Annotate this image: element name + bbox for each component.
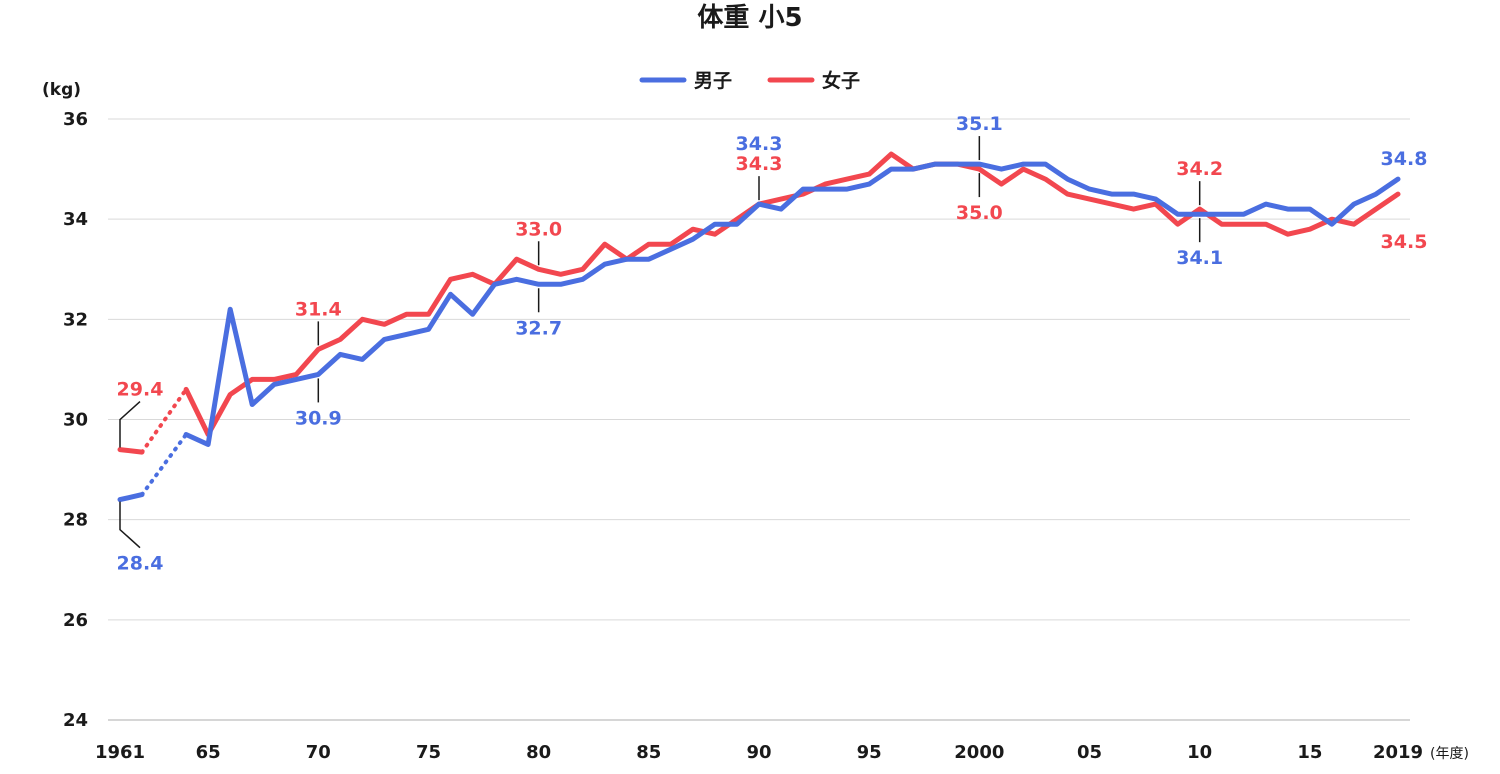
y-tick-label-26: 26: [63, 610, 88, 631]
data-label-text: 34.3: [736, 153, 783, 175]
leader-line: [119, 400, 141, 448]
data-label-text: 35.1: [956, 113, 1003, 135]
data-label-1961-girls: 29.4: [117, 379, 164, 448]
grid-layer: [108, 118, 1410, 721]
data-label-2019-boys: 34.8: [1381, 148, 1428, 170]
x-tick-label-2005: 05: [1077, 742, 1102, 763]
data-label-1980-girls: 33.0: [515, 218, 562, 266]
data-label-1990-girls: 34.3: [736, 153, 783, 201]
x-tick-label-2015: 15: [1297, 742, 1322, 763]
series-line-boys-dotted: [140, 432, 189, 497]
data-label-2000-boys: 35.1: [956, 113, 1003, 161]
x-tick-label-1965: 65: [196, 742, 221, 763]
x-tick-label-2010: 10: [1187, 742, 1212, 763]
annotation-layer: 29.4 28.4 31.4 30.9 33.0 32.7 34.334.3 35.1 35.0…: [117, 113, 1428, 575]
series-layer: [117, 151, 1401, 503]
data-label-1970-girls: 31.4: [295, 298, 342, 346]
leader-line: [119, 501, 141, 549]
x-tick-label-1980: 80: [526, 742, 551, 763]
series-line-girls-start: [117, 447, 145, 455]
data-label-1980-boys: 32.7: [515, 288, 562, 339]
x-tick-label-1961: 1961: [95, 742, 145, 763]
data-label-text: 29.4: [117, 379, 164, 401]
data-label-1990-boys: 34.3: [736, 133, 783, 155]
y-tick-label-36: 36: [63, 109, 88, 130]
y-tick-label-24: 24: [63, 710, 88, 731]
data-label-text: 28.4: [117, 553, 164, 575]
data-label-text: 34.1: [1176, 247, 1223, 269]
data-label-2010-boys: 34.1: [1176, 218, 1223, 269]
y-tick-label-30: 30: [63, 410, 88, 431]
data-label-text: 35.0: [956, 202, 1003, 224]
x-tick-label-1985: 85: [636, 742, 661, 763]
data-label-text: 32.7: [515, 317, 562, 339]
y-tick-label-32: 32: [63, 309, 88, 330]
x-tick-label-1975: 75: [416, 742, 441, 763]
x-tick-label-1970: 70: [306, 742, 331, 763]
data-label-1970-boys: 30.9: [295, 378, 342, 429]
data-label-text: 34.8: [1381, 148, 1428, 170]
x-tick-label-2000: 2000: [954, 742, 1004, 763]
legend-label: 男子: [694, 70, 732, 92]
series-line-boys-start: [117, 492, 145, 503]
legend: 男子 女子: [639, 69, 860, 92]
y-tick-label-28: 28: [63, 510, 88, 531]
data-label-2019-girls: 34.5: [1381, 231, 1428, 253]
legend-item-boys: 男子: [639, 70, 732, 92]
data-label-2010-girls: 34.2: [1176, 158, 1223, 206]
x-axis-unit-label: (年度): [1430, 746, 1469, 762]
x-tick-labels: 1961 65 70 75 80 85 90 95 2000 05 10 15 2019: [95, 742, 1423, 763]
data-label-text: 31.4: [295, 298, 342, 320]
x-tick-label-1995: 95: [857, 742, 882, 763]
data-label-text: 34.3: [736, 133, 783, 155]
chart-title: 体重 小5: [697, 3, 802, 33]
data-label-2000-girls: 35.0: [956, 173, 1003, 224]
data-label-text: 30.9: [295, 407, 342, 429]
series-line-boys-main: [183, 161, 1401, 447]
x-tick-label-2019: 2019: [1373, 742, 1423, 763]
series-line-girls-dotted: [140, 387, 189, 455]
data-label-text: 34.5: [1381, 231, 1428, 253]
x-tick-label-1990: 90: [746, 742, 771, 763]
data-label-text: 34.2: [1176, 158, 1223, 180]
data-label-text: 33.0: [515, 218, 562, 240]
y-axis-unit-label: (kg): [42, 80, 81, 100]
y-tick-labels: 24 26 28 30 32 34 36: [63, 109, 88, 731]
legend-label: 女子: [822, 69, 860, 92]
series-boys: [117, 161, 1401, 503]
y-tick-label-34: 34: [63, 209, 88, 230]
data-label-1961-boys: 28.4: [117, 501, 164, 575]
legend-item-girls: 女子: [767, 69, 860, 92]
